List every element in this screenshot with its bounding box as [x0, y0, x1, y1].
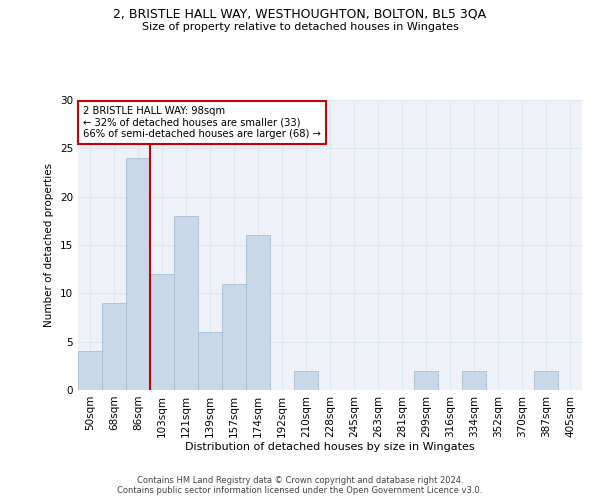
Text: Size of property relative to detached houses in Wingates: Size of property relative to detached ho… [142, 22, 458, 32]
Text: 2, BRISTLE HALL WAY, WESTHOUGHTON, BOLTON, BL5 3QA: 2, BRISTLE HALL WAY, WESTHOUGHTON, BOLTO… [113, 8, 487, 20]
Bar [150, 274, 174, 390]
Bar [222, 284, 246, 390]
Text: 2 BRISTLE HALL WAY: 98sqm
← 32% of detached houses are smaller (33)
66% of semi-: 2 BRISTLE HALL WAY: 98sqm ← 32% of detac… [83, 106, 321, 139]
Bar [102, 303, 126, 390]
Text: Distribution of detached houses by size in Wingates: Distribution of detached houses by size … [185, 442, 475, 452]
Text: Contains HM Land Registry data © Crown copyright and database right 2024.
Contai: Contains HM Land Registry data © Crown c… [118, 476, 482, 495]
Y-axis label: Number of detached properties: Number of detached properties [44, 163, 55, 327]
Bar [534, 370, 558, 390]
Bar [462, 370, 486, 390]
Bar [198, 332, 222, 390]
Bar [78, 352, 102, 390]
Bar [414, 370, 438, 390]
Bar [126, 158, 150, 390]
Bar [294, 370, 318, 390]
Bar [174, 216, 198, 390]
Bar [246, 236, 270, 390]
